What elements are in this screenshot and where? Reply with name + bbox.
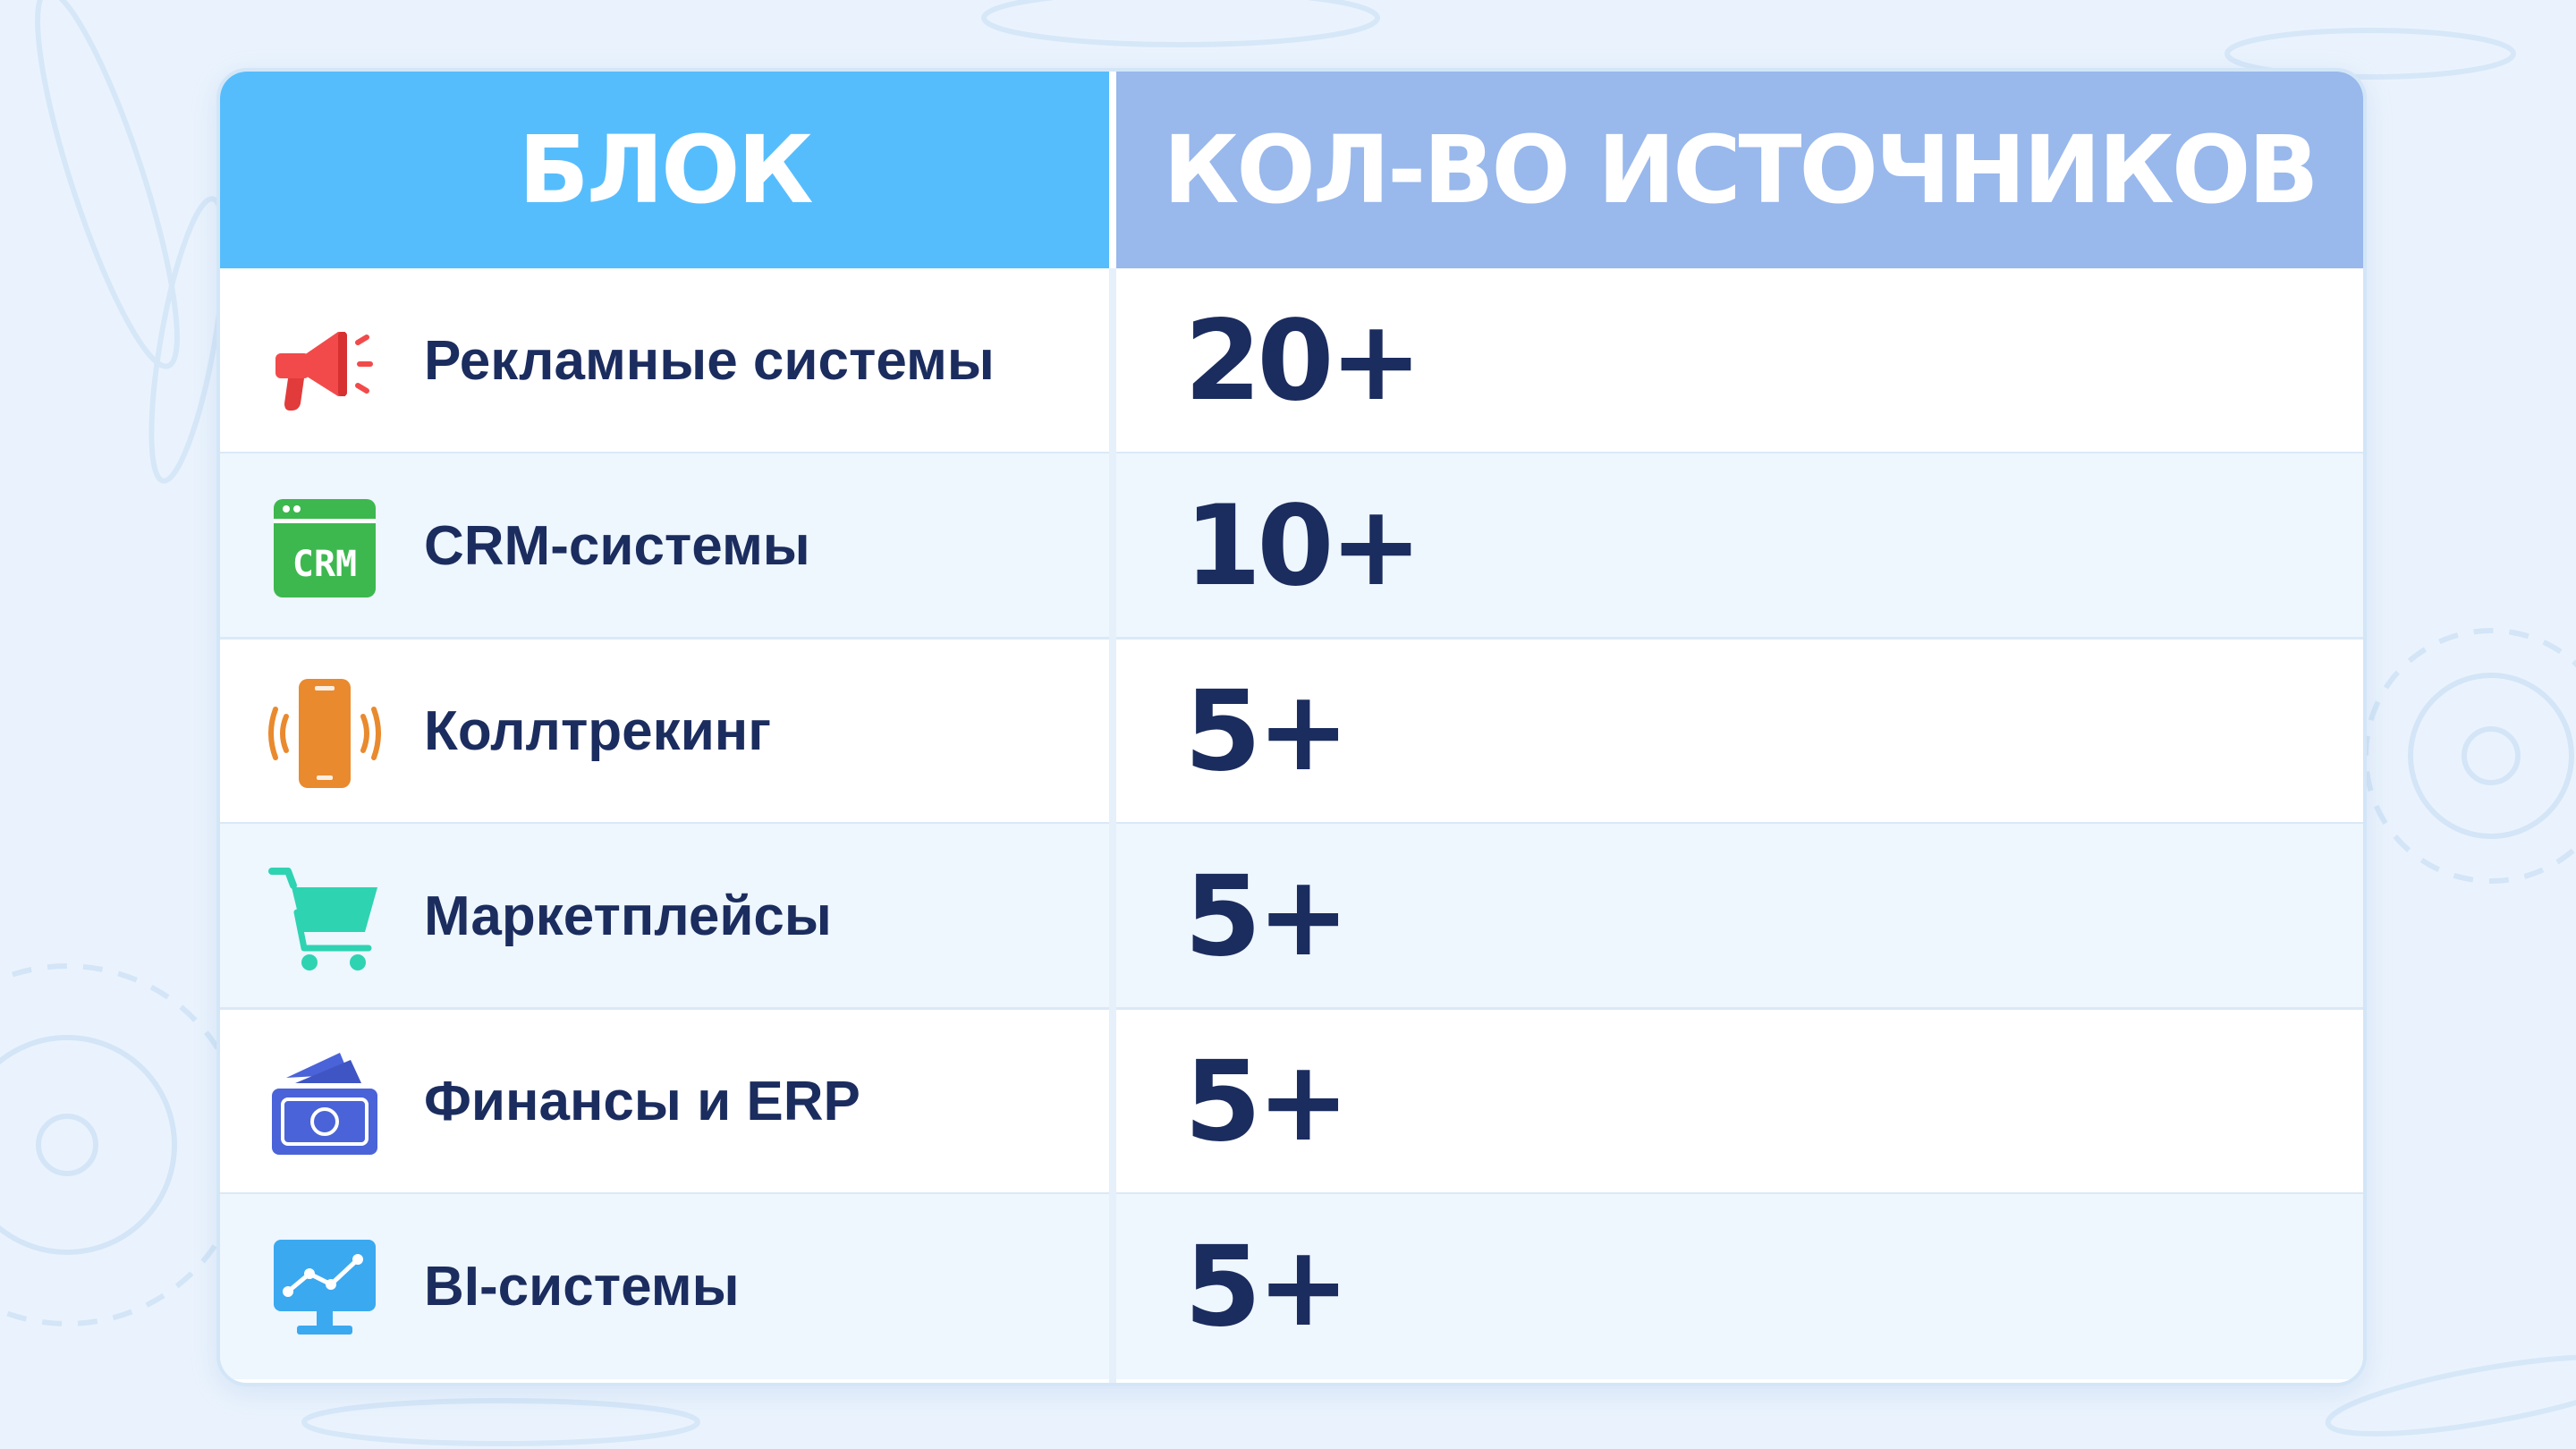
header-block: БЛОК — [220, 72, 1109, 268]
table-row: BI-системы 5+ — [220, 1194, 2363, 1379]
header-sources-count: КОЛ-ВО ИСТОЧНИКОВ — [1116, 72, 2363, 268]
row-label: CRM-системы — [424, 515, 810, 577]
table-row: Финансы и ERP 5+ — [220, 1009, 2363, 1194]
shopping-cart-icon — [268, 868, 377, 970]
table-row: Коллтрекинг 5+ — [220, 639, 2363, 824]
row-value: 5+ — [1184, 666, 1350, 796]
svg-text:CRM: CRM — [292, 544, 357, 585]
column-divider — [1109, 72, 1116, 1383]
row-label: Маркетплейсы — [424, 886, 832, 947]
row-label: Коллтрекинг — [424, 700, 772, 762]
crm-icon: CRM — [274, 499, 376, 597]
megaphone-icon — [275, 332, 373, 411]
row-label: Финансы и ERP — [424, 1071, 860, 1132]
row-value: 5+ — [1184, 1037, 1350, 1166]
row-value: 10+ — [1184, 481, 1422, 611]
table-row: CRM CRM-системы 10+ — [220, 453, 2363, 639]
phone-vibrate-icon — [268, 679, 381, 788]
row-label: Рекламные системы — [424, 330, 995, 392]
monitor-chart-icon — [274, 1240, 376, 1335]
row-label: BI-системы — [424, 1256, 740, 1318]
row-value: 5+ — [1184, 1222, 1350, 1352]
table-row: Рекламные системы 20+ — [220, 268, 2363, 453]
header-divider — [1109, 72, 1116, 268]
row-value: 20+ — [1184, 296, 1422, 426]
row-value: 5+ — [1184, 852, 1350, 981]
table-header: БЛОК КОЛ-ВО ИСТОЧНИКОВ — [220, 72, 2363, 268]
money-icon — [272, 1053, 377, 1155]
sources-table: БЛОК КОЛ-ВО ИСТОЧНИКОВ Рекламные системы… — [216, 68, 2367, 1386]
table-row: Маркетплейсы 5+ — [220, 824, 2363, 1009]
